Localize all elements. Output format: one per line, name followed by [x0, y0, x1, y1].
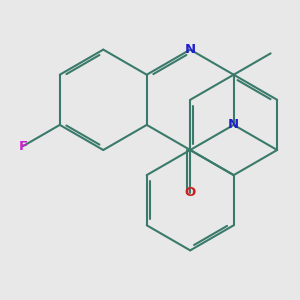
Text: F: F: [18, 140, 27, 153]
Text: N: N: [184, 43, 196, 56]
Text: O: O: [184, 186, 196, 199]
Text: N: N: [228, 118, 239, 131]
